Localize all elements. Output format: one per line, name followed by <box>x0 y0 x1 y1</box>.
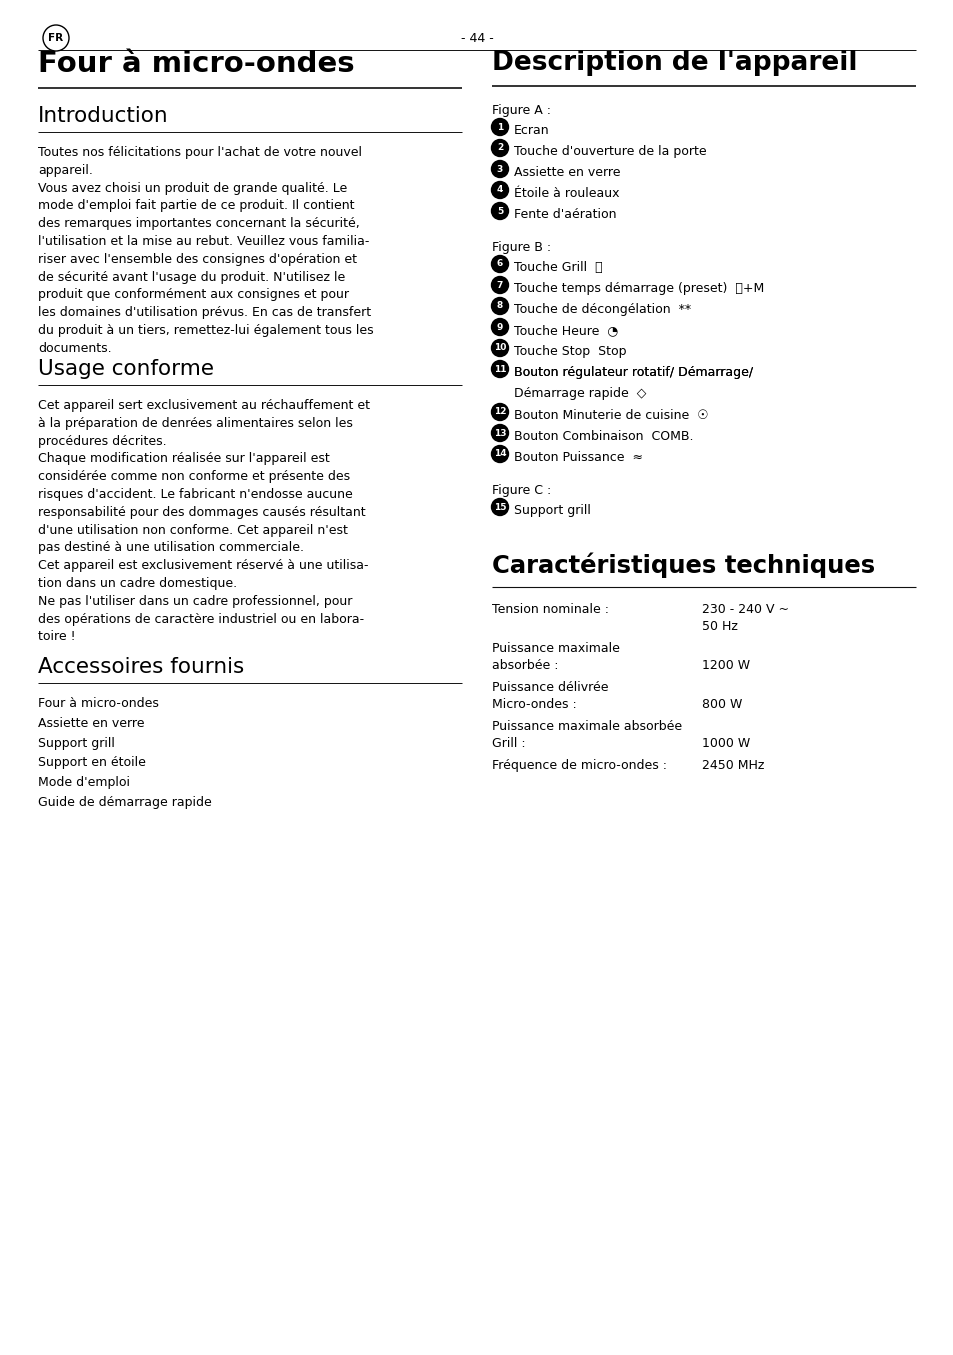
Text: 1000 W: 1000 W <box>701 737 749 751</box>
Circle shape <box>491 140 508 156</box>
Circle shape <box>491 318 508 336</box>
Text: Touche Grill  ㏙: Touche Grill ㏙ <box>514 262 602 274</box>
Text: Puissance délivrée: Puissance délivrée <box>492 682 608 694</box>
Text: Accessoires fournis: Accessoires fournis <box>38 657 244 678</box>
Text: 1: 1 <box>497 122 502 131</box>
Text: 6: 6 <box>497 260 502 268</box>
Text: 10: 10 <box>494 344 506 352</box>
Text: Four à micro-ondes
Assiette en verre
Support grill
Support en étoile
Mode d'empl: Four à micro-ondes Assiette en verre Sup… <box>38 696 212 809</box>
Text: FR: FR <box>49 33 64 43</box>
Text: Figure B :: Figure B : <box>492 241 551 253</box>
Text: 4: 4 <box>497 186 502 195</box>
Text: 11: 11 <box>494 364 506 374</box>
Text: Usage conforme: Usage conforme <box>38 359 213 379</box>
Circle shape <box>43 24 69 51</box>
Text: Touche temps démarrage (preset)  ⌛+M: Touche temps démarrage (preset) ⌛+M <box>514 282 763 295</box>
Text: Touche Stop  Stop: Touche Stop Stop <box>514 346 626 358</box>
Circle shape <box>491 360 508 378</box>
Text: Fréquence de micro-ondes :: Fréquence de micro-ondes : <box>492 759 666 772</box>
Text: Support grill: Support grill <box>514 504 590 518</box>
Text: Micro-ondes :: Micro-ondes : <box>492 698 577 711</box>
Circle shape <box>491 404 508 420</box>
Text: Puissance maximale absorbée: Puissance maximale absorbée <box>492 720 681 733</box>
Circle shape <box>491 298 508 314</box>
Text: - 44 -: - 44 - <box>460 31 493 45</box>
Text: Figure A :: Figure A : <box>492 104 551 117</box>
Text: 5: 5 <box>497 206 502 215</box>
Text: Introduction: Introduction <box>38 106 169 126</box>
Text: Fente d'aération: Fente d'aération <box>514 209 616 221</box>
Circle shape <box>491 202 508 220</box>
Text: Bouton Minuterie de cuisine  ☉: Bouton Minuterie de cuisine ☉ <box>514 409 708 421</box>
Text: 230 - 240 V ~: 230 - 240 V ~ <box>701 603 788 617</box>
Text: Toutes nos félicitations pour l'achat de votre nouvel
appareil.
Vous avez choisi: Toutes nos félicitations pour l'achat de… <box>38 146 374 355</box>
Text: Four à micro-ondes: Four à micro-ondes <box>38 50 355 79</box>
Text: 13: 13 <box>494 428 506 438</box>
Text: 14: 14 <box>493 450 506 458</box>
Text: Assiette en verre: Assiette en verre <box>514 167 619 179</box>
Text: Démarrage rapide  ◇: Démarrage rapide ◇ <box>514 388 646 400</box>
Text: 8: 8 <box>497 302 502 310</box>
Circle shape <box>491 276 508 294</box>
Text: Étoile à rouleaux: Étoile à rouleaux <box>514 187 618 201</box>
Text: 800 W: 800 W <box>701 698 741 711</box>
Text: 2450 MHz: 2450 MHz <box>701 759 763 772</box>
Text: Description de l'appareil: Description de l'appareil <box>492 50 857 76</box>
Text: Touche de décongélation  **: Touche de décongélation ** <box>514 304 690 316</box>
Text: 50 Hz: 50 Hz <box>701 621 737 633</box>
Text: 15: 15 <box>494 503 506 511</box>
Circle shape <box>491 182 508 198</box>
Text: Figure C :: Figure C : <box>492 484 551 497</box>
Text: 9: 9 <box>497 322 502 332</box>
Text: 12: 12 <box>494 408 506 416</box>
Text: 7: 7 <box>497 280 502 290</box>
Circle shape <box>491 256 508 272</box>
Text: Puissance maximale: Puissance maximale <box>492 642 619 654</box>
Circle shape <box>491 499 508 515</box>
Circle shape <box>491 160 508 178</box>
Circle shape <box>491 340 508 356</box>
Circle shape <box>491 424 508 442</box>
Text: 2: 2 <box>497 144 502 153</box>
Text: absorbée :: absorbée : <box>492 659 558 672</box>
Text: 3: 3 <box>497 164 502 173</box>
Circle shape <box>491 446 508 462</box>
Text: 1200 W: 1200 W <box>701 659 749 672</box>
Circle shape <box>491 118 508 136</box>
Text: Bouton régulateur rotatif/ Démarrage/: Bouton régulateur rotatif/ Démarrage/ <box>514 366 752 379</box>
Text: Tension nominale :: Tension nominale : <box>492 603 608 617</box>
Text: Cet appareil sert exclusivement au réchauffement et
à la préparation de denrées : Cet appareil sert exclusivement au récha… <box>38 398 370 644</box>
Text: Touche d'ouverture de la porte: Touche d'ouverture de la porte <box>514 145 706 159</box>
Text: Grill :: Grill : <box>492 737 525 751</box>
Text: Bouton Combinaison  COMB.: Bouton Combinaison COMB. <box>514 430 693 443</box>
Text: Ecran: Ecran <box>514 125 549 137</box>
Text: Bouton régulateur rotatif/ Démarrage/: Bouton régulateur rotatif/ Démarrage/ <box>514 366 752 379</box>
Text: Bouton Puissance  ≈: Bouton Puissance ≈ <box>514 451 642 463</box>
Text: Touche Heure  ◔: Touche Heure ◔ <box>514 324 618 337</box>
Text: Caractéristiques techniques: Caractéristiques techniques <box>492 553 874 579</box>
